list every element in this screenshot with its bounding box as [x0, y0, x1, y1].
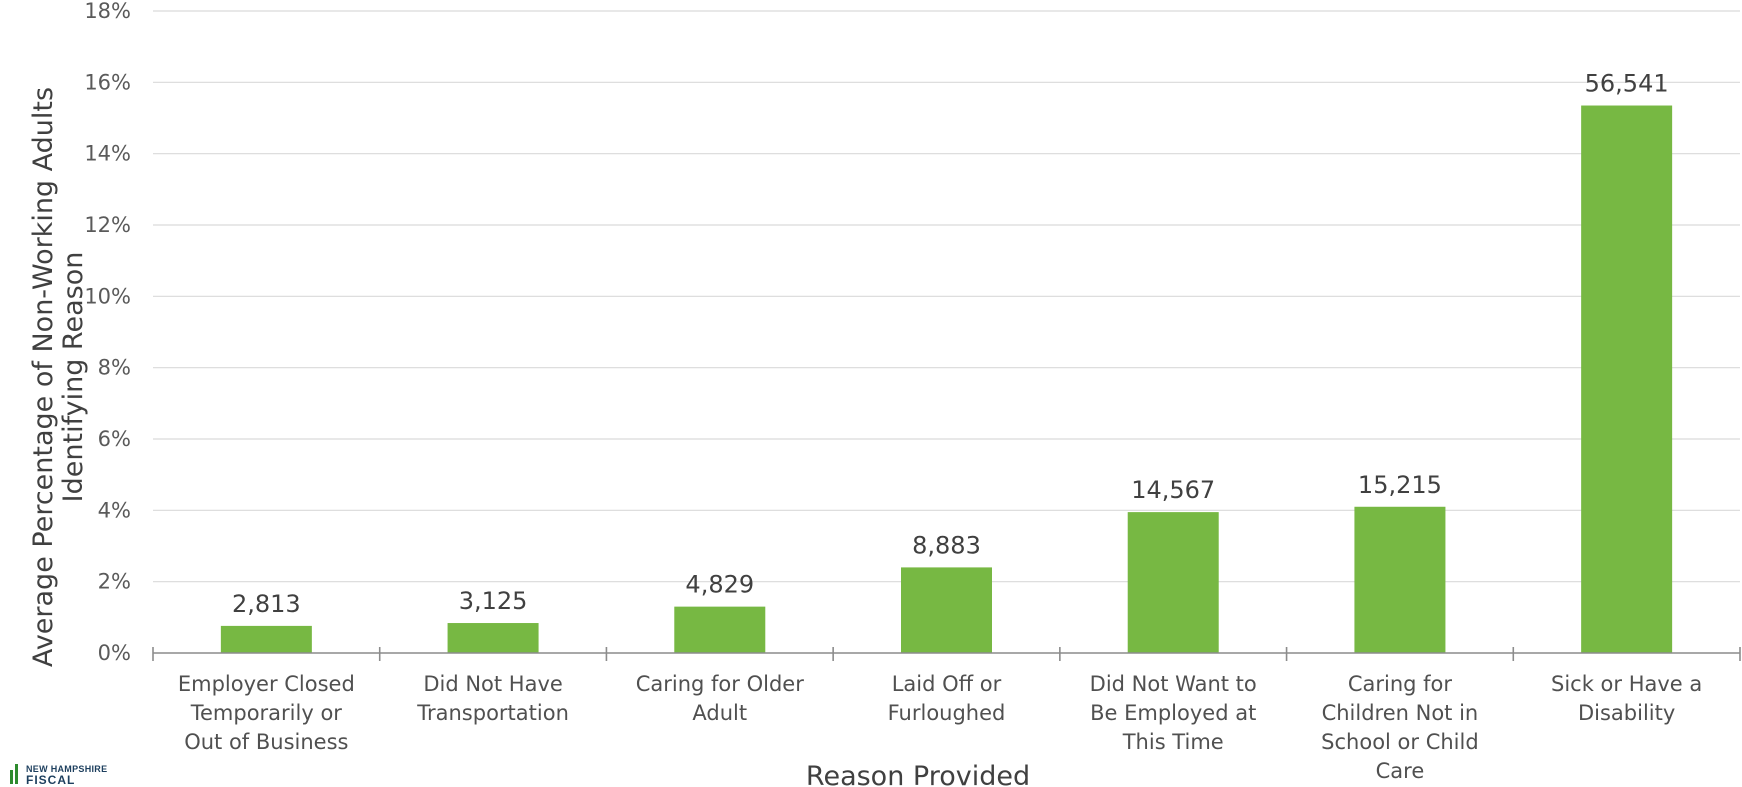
- y-tick-label: 2%: [98, 570, 131, 594]
- category-label: Did Not Have Transportation: [416, 672, 569, 725]
- logo-line-1: NEW HAMPSHIRE: [26, 764, 108, 774]
- category-label: Employer Closed Temporarily or Out of Busi…: [178, 672, 355, 754]
- y-axis-title-text: Average Percentage of Non-Working Adults…: [28, 87, 89, 667]
- bar: [1127, 512, 1219, 653]
- y-tick-label: 14%: [84, 142, 131, 166]
- category-label: Laid Off or Furloughed: [888, 672, 1006, 725]
- bar: [1581, 105, 1673, 654]
- y-tick-label: 10%: [84, 284, 131, 308]
- y-tick-label: 6%: [98, 427, 131, 451]
- data-label: 56,541: [1585, 70, 1669, 98]
- logo-mark-icon: [10, 764, 18, 784]
- y-tick-label: 8%: [98, 356, 131, 380]
- data-label: 2,813: [232, 590, 301, 618]
- bar: [1354, 506, 1446, 653]
- y-tick-label: 12%: [84, 213, 131, 237]
- y-tick-label: 0%: [98, 641, 131, 665]
- data-label: 4,829: [685, 571, 754, 599]
- y-axis-title: Average Percentage of Non-Working Adults…: [28, 87, 89, 667]
- data-label: 8,883: [912, 531, 981, 559]
- bar: [674, 606, 766, 653]
- data-labels: 2,813 3,125 4,829 8,883 14,567 15,215 56,541: [232, 70, 1669, 618]
- data-label: 14,567: [1131, 476, 1215, 504]
- bars: [220, 105, 1673, 654]
- logo: NEW HAMPSHIRE FISCAL: [10, 764, 107, 786]
- bar: [447, 623, 539, 653]
- category-label: Did Not Want to Be Employed at This Time: [1090, 672, 1257, 754]
- bar: [901, 567, 992, 653]
- logo-line-2: FISCAL: [26, 773, 76, 787]
- x-axis: [152, 647, 1741, 661]
- category-label: Sick or Have a Disability: [1551, 672, 1702, 725]
- y-tick-label: 4%: [98, 498, 131, 522]
- gridlines: [153, 10, 1740, 583]
- data-label: 15,215: [1358, 471, 1442, 499]
- y-axis-ticks: 0% 2% 4% 6% 8% 10% 12% 14% 16% 18%: [84, 0, 131, 665]
- category-label: Caring for Older Adult: [636, 672, 804, 725]
- data-label: 3,125: [459, 587, 528, 615]
- x-axis-categories: Employer Closed Temporarily or Out of Busi…: [178, 672, 1702, 783]
- x-axis-title: Reason Provided: [806, 761, 1030, 787]
- category-label: Caring for Children Not in School or Child…: [1321, 672, 1479, 783]
- bar: [220, 625, 312, 653]
- y-tick-label: 16%: [84, 70, 131, 94]
- y-tick-label: 18%: [84, 0, 131, 23]
